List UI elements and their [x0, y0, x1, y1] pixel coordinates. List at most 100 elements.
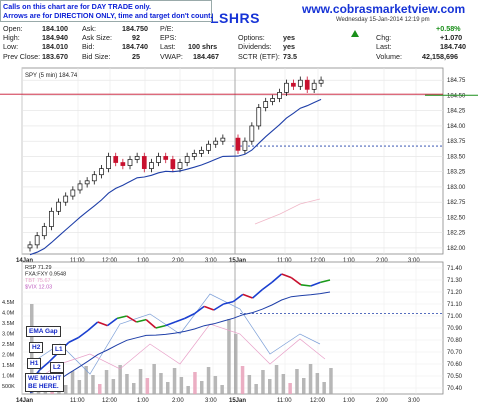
top-y-tick-label: 182.50	[447, 215, 466, 221]
volume-bar	[247, 375, 252, 394]
candle-body	[220, 137, 226, 142]
prev-close-label: Prev Close:	[3, 52, 41, 61]
sctr-value: 73.5	[283, 52, 297, 61]
volume-value: 42,158,696	[422, 52, 458, 61]
l1-tag: L1	[52, 344, 66, 355]
volume-bar	[179, 377, 184, 394]
rsp-segment	[281, 273, 292, 279]
ema-gap-tag: EMA Gap	[26, 326, 61, 337]
volume-tick-label: 500K	[2, 384, 15, 390]
fxa-fxy-line	[29, 293, 321, 375]
rsp-segment	[116, 315, 127, 320]
volume-bar	[104, 370, 109, 394]
rsp-segment	[87, 321, 99, 332]
candle-body	[284, 82, 289, 93]
high-value: 184.940	[42, 33, 68, 42]
up-arrow-icon	[351, 30, 359, 37]
rsp-segment	[174, 317, 186, 323]
bottom-y-tick-label: 71.30	[447, 278, 463, 284]
bottom-x-tick-label: 12:00	[102, 398, 118, 404]
candle-body	[127, 159, 133, 166]
low-label: Low:	[3, 42, 19, 51]
volume-bar	[322, 382, 326, 394]
rsp-moving-average	[29, 291, 331, 394]
volume-bar	[329, 368, 333, 394]
rsp-segment	[300, 284, 311, 287]
candle-body	[27, 244, 33, 249]
rsp-segment	[261, 281, 273, 291]
site-url[interactable]: www.cobrasmarketview.com	[302, 2, 466, 16]
volume-bar	[274, 365, 279, 394]
bottom-y-tick-label: 70.60	[447, 362, 463, 368]
top-x-tick-label: 1:00	[137, 258, 149, 264]
candle-body	[177, 162, 183, 169]
volume-bar	[111, 379, 116, 394]
bottom-y-tick-label: 70.90	[447, 326, 463, 332]
options-value: yes	[283, 33, 295, 42]
volume-bar	[261, 370, 265, 394]
candle-body	[63, 195, 69, 203]
top-x-tick-label: 1:00	[343, 258, 355, 264]
candle-body	[134, 156, 140, 160]
volume-tick-label: 4.0M	[2, 311, 15, 317]
candle-body	[249, 125, 255, 142]
bottom-y-tick-label: 71.40	[447, 266, 463, 272]
price-charts: 182.00 182.25 182.50 182.75 183.00 183.25 183.…	[0, 67, 478, 404]
top-x-tick-label: 11:00	[70, 258, 85, 264]
rsp-segment	[77, 329, 89, 339]
top-y-tick-label: 182.25	[447, 231, 466, 237]
vwap-value: 184.467	[193, 52, 219, 61]
bid-value: 184.740	[122, 42, 148, 51]
volume-bar	[254, 384, 258, 394]
volume-bar	[125, 374, 129, 394]
l2-tag: L2	[50, 362, 64, 373]
volume-bar	[295, 369, 299, 394]
ask-size-value: 92	[132, 33, 140, 42]
volume-bar	[64, 385, 68, 394]
rsp-segment	[136, 318, 147, 323]
top-x-tick-label: 12:00	[310, 258, 326, 264]
top-x-tick-label: 3:00	[408, 258, 420, 264]
bottom-x-tick-label: 12:00	[310, 398, 326, 404]
rsp-segment	[184, 312, 195, 320]
volume-bar	[281, 374, 286, 394]
volume-bar	[193, 372, 197, 394]
top-y-tick-label: 183.25	[447, 170, 466, 176]
volume-label: Volume:	[376, 52, 402, 61]
volume-bar	[186, 386, 190, 394]
volume-tick-label: 3.5M	[2, 321, 15, 327]
candle-body	[99, 168, 104, 176]
top-panel-frame	[21, 67, 444, 255]
chg-value: +1.070	[440, 33, 463, 42]
bottom-x-tick-label: 3:00	[408, 398, 420, 404]
be-here-text: BE HERE.	[28, 382, 59, 390]
top-y-tick-label: 183.00	[447, 185, 466, 191]
dividends-label: Dividends:	[238, 42, 272, 51]
rsp-segment	[213, 303, 224, 311]
rsp-segment	[165, 321, 176, 327]
top-x-tick-label: 2:00	[376, 258, 388, 264]
volume-bar	[77, 380, 82, 394]
volume-bar	[288, 383, 292, 394]
volume-bar	[132, 383, 136, 394]
volume-bar	[308, 364, 313, 394]
candle-body	[106, 156, 111, 169]
ask-label: Ask:	[82, 24, 96, 33]
volume-bar	[206, 367, 211, 394]
candle-body	[242, 140, 248, 151]
we-might-be-here-tag: WE MIGHT BE HERE.	[25, 373, 65, 392]
candle-body	[297, 79, 303, 87]
volume-bar	[213, 376, 218, 394]
bottom-y-tick-label: 70.40	[447, 386, 463, 392]
candle-body	[191, 153, 197, 157]
chg-label: Chg:	[376, 33, 392, 42]
open-value: 184.100	[42, 24, 68, 33]
volume-tick-label: 1.5M	[2, 363, 15, 369]
candle-body	[34, 235, 40, 246]
candle-body	[235, 137, 241, 151]
eps-label: EPS:	[160, 33, 177, 42]
rsp-segment	[68, 336, 79, 344]
bottom-y-tick-label: 70.80	[447, 338, 463, 344]
h2-tag: H2	[29, 342, 44, 353]
rsp-segment	[320, 279, 331, 284]
